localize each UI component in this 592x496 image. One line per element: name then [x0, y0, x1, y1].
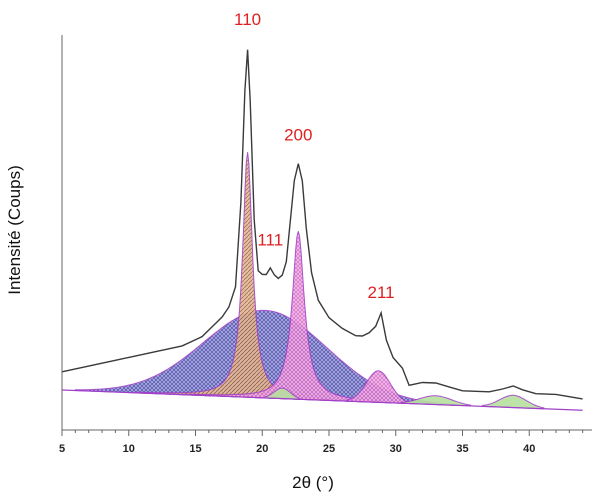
peak-labels: 110 111 200 211 [234, 10, 395, 302]
minor-component-21 [264, 387, 301, 400]
x-tick-label: 20 [256, 443, 268, 455]
peak-label-200: 200 [284, 126, 312, 145]
peak-211-component [345, 370, 411, 405]
x-tick-label: 25 [323, 443, 335, 455]
y-axis-title: Intensité (Coups) [5, 165, 24, 294]
x-tick-label: 40 [523, 443, 535, 455]
x-axis-tick-labels: 5 10 15 20 25 30 35 40 [59, 443, 535, 455]
x-tick-label: 10 [123, 443, 135, 455]
x-tick-label: 35 [456, 443, 468, 455]
fit-baseline [61, 389, 583, 411]
deconvolution-fills [74, 152, 545, 410]
fit-curves [61, 389, 583, 411]
peak-label-110: 110 [234, 10, 261, 29]
measured-pattern-line [61, 49, 583, 400]
peak-label-211: 211 [368, 283, 395, 302]
x-tick-label: 5 [59, 443, 65, 455]
minor-component-39 [482, 394, 545, 410]
x-axis-title: 2θ (°) [292, 473, 334, 492]
x-axis-ticks [61, 430, 584, 436]
x-tick-label: 30 [390, 443, 402, 455]
x-tick-label: 15 [189, 443, 201, 455]
peak-label-111: 111 [257, 231, 283, 250]
